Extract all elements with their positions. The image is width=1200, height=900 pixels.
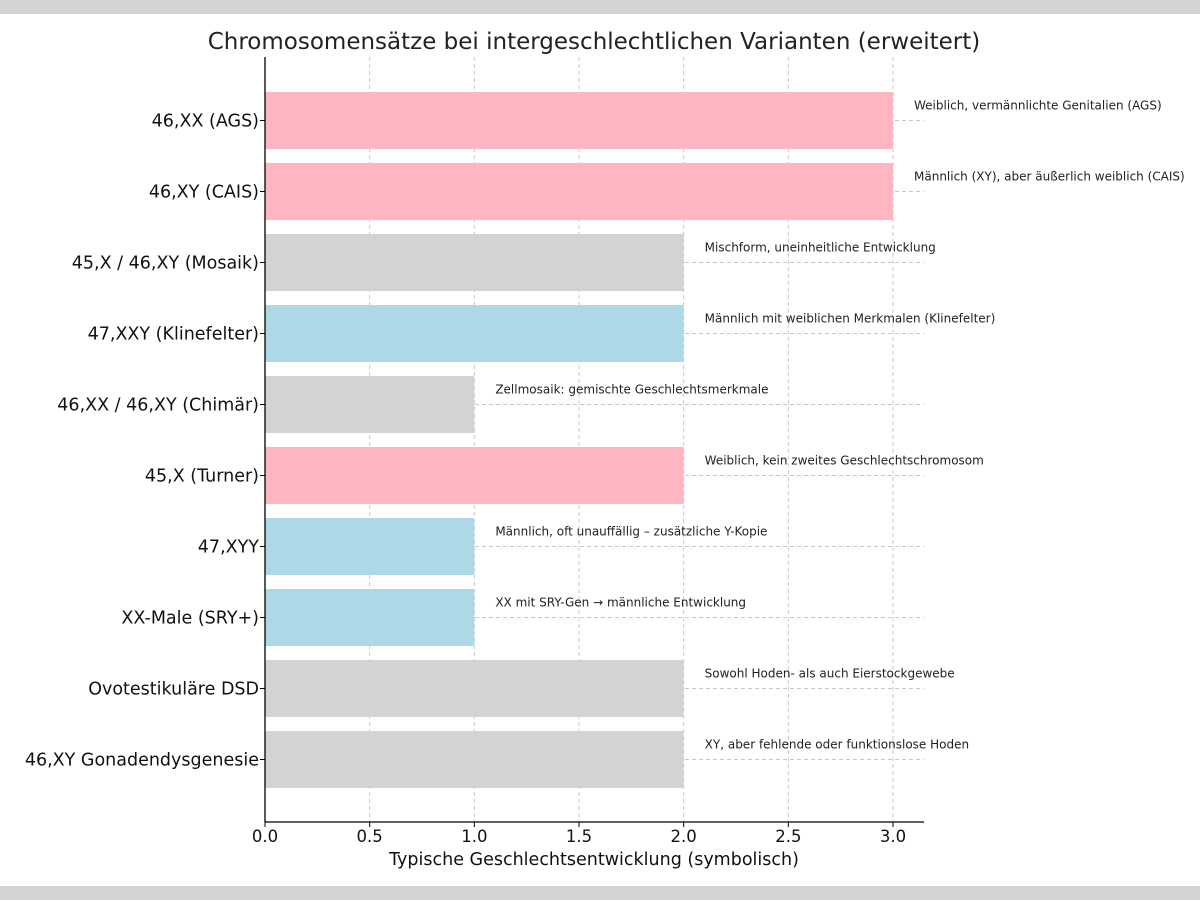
bar xyxy=(265,376,475,433)
chart-title: Chromosomensätze bei intergeschlechtlich… xyxy=(208,29,981,55)
bar-annotation: Mischform, uneinheitliche Entwicklung xyxy=(705,241,936,255)
category-label: 47,XXY (Klinefelter) xyxy=(88,325,259,345)
category-label: XX-Male (SRY+) xyxy=(121,609,259,629)
bar xyxy=(265,518,475,575)
x-tick-label: 0.5 xyxy=(357,827,383,846)
x-tick-label: 1.0 xyxy=(461,827,487,846)
bar-annotation: Männlich mit weiblichen Merkmalen (Kline… xyxy=(705,312,996,326)
bar xyxy=(265,589,475,646)
x-axis-label: Typische Geschlechtsentwicklung (symboli… xyxy=(388,850,799,870)
bars-layer xyxy=(265,92,893,788)
category-label: 46,XY (CAIS) xyxy=(149,183,259,203)
x-tick-label: 2.5 xyxy=(775,827,801,846)
bar xyxy=(265,447,684,504)
x-tick-label: 3.0 xyxy=(880,827,906,846)
bar-annotation: Männlich (XY), aber äußerlich weiblich (… xyxy=(914,170,1185,184)
category-label: 46,XY Gonadendysgenesie xyxy=(25,751,259,771)
category-label: 47,XYY xyxy=(198,538,260,558)
bar-annotation: Männlich, oft unauffällig – zusätzliche … xyxy=(495,525,767,539)
bar xyxy=(265,731,684,788)
bar-annotation: Weiblich, kein zweites Geschlechtschromo… xyxy=(705,454,984,468)
bar xyxy=(265,163,893,220)
x-tick-label: 1.5 xyxy=(566,827,592,846)
bar-annotation: Sowohl Hoden- als auch Eierstockgewebe xyxy=(705,667,955,681)
labels-layer: 0.0 0.5 1.0 1.5 2.0 2.5 3.0 46,XX (AGS) 46,XY (C… xyxy=(25,99,1185,847)
category-label: 46,XX / 46,XY (Chimär) xyxy=(57,396,259,416)
category-label: 46,XX (AGS) xyxy=(152,112,259,132)
category-label: 45,X / 46,XY (Mosaik) xyxy=(72,254,259,274)
bar-annotation: XY, aber fehlende oder funktionslose Hod… xyxy=(705,738,969,752)
bar xyxy=(265,305,684,362)
x-tick-label: 0.0 xyxy=(252,827,278,846)
bar xyxy=(265,234,684,291)
category-label: 45,X (Turner) xyxy=(145,467,259,487)
axes-layer xyxy=(260,57,924,827)
bar-annotation: Zellmosaik: gemischte Geschlechtsmerkmal… xyxy=(495,383,768,397)
bar xyxy=(265,92,893,149)
bar-annotation: Weiblich, vermännlichte Genitalien (AGS) xyxy=(914,99,1162,113)
x-tick-label: 2.0 xyxy=(671,827,697,846)
bar xyxy=(265,660,684,717)
bottom-border-band xyxy=(0,886,1200,900)
bar-annotation: XX mit SRY-Gen → männliche Entwicklung xyxy=(495,596,746,610)
top-border-band xyxy=(0,0,1200,14)
category-label: Ovotestikuläre DSD xyxy=(88,680,259,700)
